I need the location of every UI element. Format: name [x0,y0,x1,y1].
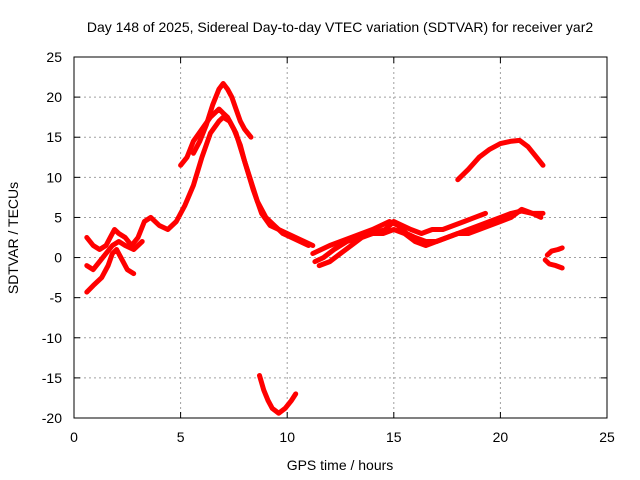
series-line-track-10 [455,137,546,183]
y-axis-label: SDTVAR / TECUs [5,182,21,294]
x-tick-label: 20 [493,429,509,445]
series-line-track-11 [544,245,565,258]
series-layer [84,81,565,416]
series-line-track-12 [542,257,565,271]
series-line-track-2 [84,247,137,295]
x-tick-label: 25 [599,429,615,445]
y-tick-label: 10 [46,169,62,185]
grid [74,57,607,418]
x-axis-label: GPS time / hours [287,457,394,473]
series-line-track-4 [178,106,311,248]
x-tick-label: 5 [177,429,185,445]
y-tick-label: -15 [42,370,62,386]
y-tick-label: 25 [46,49,62,65]
series-line-track-9 [316,206,546,269]
y-tick-label: 20 [46,89,62,105]
chart-title: Day 148 of 2025, Sidereal Day-to-day VTE… [87,19,593,35]
y-tick-label: -5 [50,290,63,306]
y-tick-label: 5 [54,209,62,225]
x-tick-label: 15 [386,429,402,445]
y-tick-label: 0 [54,250,62,266]
series-line-track-6 [257,373,299,416]
series-line-track-8 [312,210,488,265]
x-tick-label: 0 [70,429,78,445]
y-tick-label: 15 [46,129,62,145]
x-tick-labels: 0 5 10 15 20 25 [70,429,615,445]
y-tick-labels: -20 -15 -10 -5 0 5 10 15 20 25 [42,49,62,426]
y-tick-label: -20 [42,410,62,426]
series-line-track-3 [84,239,145,273]
series-line-track-5 [190,81,254,156]
y-tick-label: -10 [42,330,62,346]
plot-frame [73,56,608,419]
x-tick-label: 10 [279,429,295,445]
ticks [73,56,608,419]
